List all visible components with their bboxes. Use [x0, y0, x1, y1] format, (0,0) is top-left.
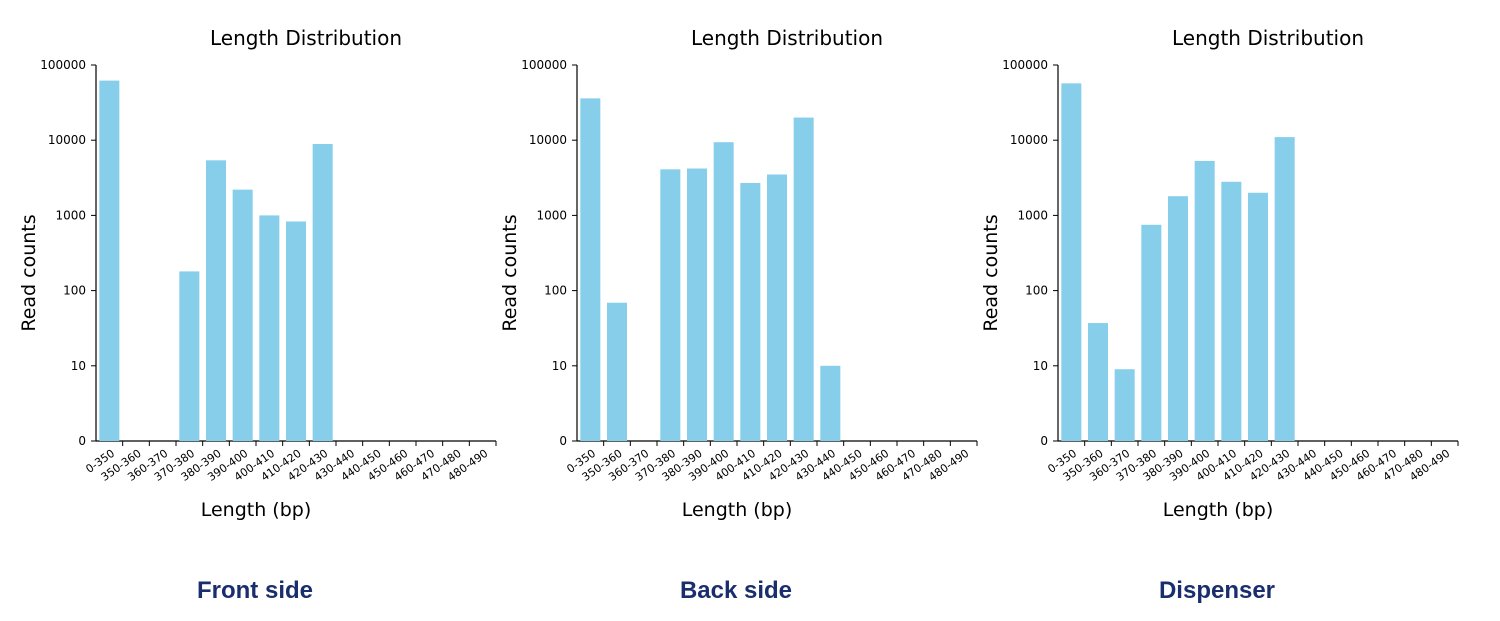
- y-tick-label: 1000: [55, 208, 86, 222]
- y-tick-label: 10: [1033, 359, 1048, 373]
- chart-title: Length Distribution: [1172, 26, 1364, 50]
- bar: [687, 168, 707, 441]
- y-tick-label: 100000: [521, 58, 567, 72]
- bar: [206, 160, 226, 442]
- y-tick-label: 100: [544, 284, 567, 298]
- y-tick-label: 100000: [1002, 58, 1048, 72]
- bar: [1248, 192, 1268, 441]
- y-tick-label: 10: [552, 359, 567, 373]
- bar: [740, 182, 761, 442]
- y-tick-label: 1000: [1017, 208, 1048, 222]
- bar: [312, 144, 333, 442]
- bar: [179, 271, 200, 441]
- panel-caption: Back side: [680, 577, 792, 604]
- y-tick-label: 10000: [529, 133, 567, 147]
- y-tick-label: 0: [559, 434, 567, 448]
- y-tick-label: 0: [78, 434, 86, 448]
- bar: [607, 302, 627, 441]
- chart-title: Length Distribution: [210, 26, 402, 50]
- y-tick-label: 10000: [1010, 133, 1048, 147]
- bar: [1141, 224, 1162, 441]
- y-tick-label: 10000: [48, 133, 86, 147]
- y-tick-label: 0: [1040, 434, 1048, 448]
- bar: [767, 174, 787, 441]
- chart-panel: Length Distribution Read counts Length (bp…: [980, 26, 1459, 604]
- bar: [580, 98, 601, 441]
- bar: [713, 142, 734, 442]
- y-axis-label: Read counts: [499, 214, 521, 331]
- y-tick-label: 100: [1025, 284, 1048, 298]
- y-tick-label: 100: [63, 284, 86, 298]
- chart-title: Length Distribution: [691, 26, 883, 50]
- bar: [820, 365, 841, 441]
- bar: [793, 117, 814, 441]
- bar: [99, 80, 120, 441]
- bar: [1221, 181, 1242, 441]
- bar: [660, 169, 681, 441]
- panel-caption: Front side: [197, 577, 313, 604]
- panel-caption: Dispenser: [1159, 577, 1275, 604]
- bar: [1194, 160, 1215, 441]
- bar: [232, 189, 253, 441]
- x-axis-label: Length (bp): [682, 499, 793, 521]
- bar: [1061, 83, 1082, 441]
- bar: [1168, 196, 1188, 441]
- bar: [286, 221, 306, 441]
- bar: [259, 215, 280, 441]
- y-axis-label: Read counts: [980, 214, 1002, 331]
- chart-panel: Length Distribution Read counts Length (bp…: [18, 26, 497, 604]
- y-tick-label: 1000: [536, 208, 567, 222]
- y-tick-label: 10: [71, 359, 86, 373]
- bar: [1114, 369, 1135, 441]
- chart-panel: Length Distribution Read counts Length (bp…: [499, 26, 978, 604]
- bar: [1274, 137, 1295, 441]
- bar: [1088, 323, 1108, 441]
- x-axis-label: Length (bp): [1163, 499, 1274, 521]
- y-axis-label: Read counts: [18, 214, 40, 331]
- y-tick-label: 100000: [40, 58, 86, 72]
- x-axis-label: Length (bp): [201, 499, 312, 521]
